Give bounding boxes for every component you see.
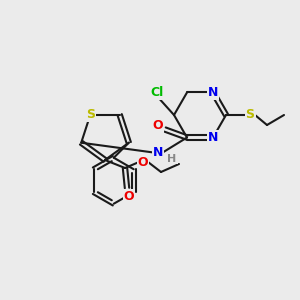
Text: S: S — [86, 108, 95, 121]
Text: N: N — [208, 131, 218, 144]
Text: O: O — [124, 190, 134, 202]
Text: O: O — [153, 119, 163, 132]
Text: Cl: Cl — [150, 85, 164, 98]
Text: S: S — [245, 109, 254, 122]
Text: N: N — [153, 146, 163, 159]
Text: O: O — [138, 155, 148, 169]
Text: N: N — [208, 86, 218, 99]
Text: H: H — [167, 154, 177, 164]
